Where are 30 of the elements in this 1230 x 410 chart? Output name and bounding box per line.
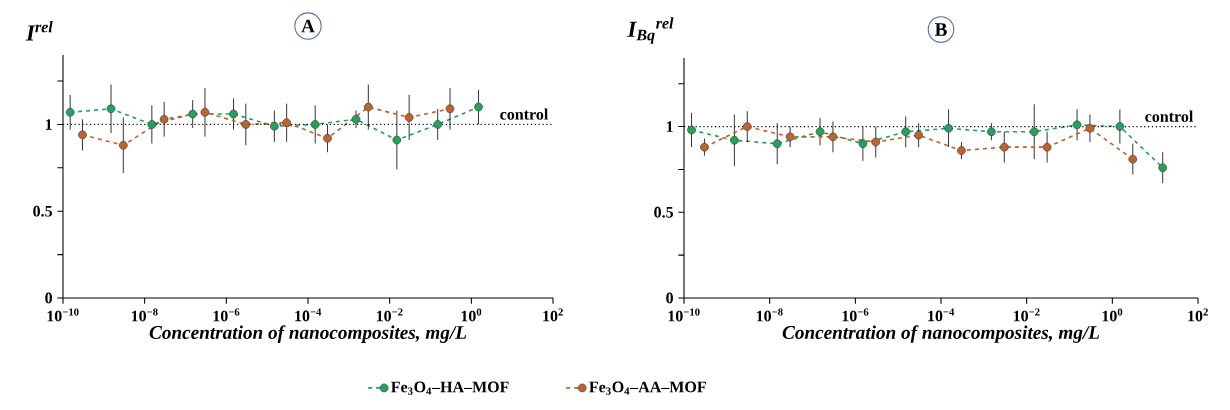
ref-line-label: control [500, 108, 549, 120]
x-tick-label: 10$^{−2}$ [376, 308, 403, 322]
ref-line-label: control [1145, 110, 1194, 122]
y-tick-label: 0.5 [654, 206, 674, 218]
x-tick-label: 10$^{−10}$ [668, 308, 700, 322]
x-tick-label: 10$^{−8}$ [131, 308, 158, 322]
chart-title: A [301, 19, 315, 33]
y-tick-label: 0 [666, 292, 673, 304]
x-tick-label: 10$^{0}$ [1102, 308, 1123, 322]
x-axis-title: Concentration of nanocomposites, mg/L [782, 325, 1100, 343]
chart-title: B [934, 23, 947, 36]
x-tick-label: 10$^{−8}$ [756, 308, 783, 322]
x-tick-label: 10$^{−4}$ [928, 308, 955, 322]
x-tick-label: 10$^{2}$ [543, 308, 563, 322]
y-tick-label: 0 [45, 292, 52, 304]
y-axis-title: I$_{Bq}$rel [627, 17, 674, 44]
x-tick-label: 10$^{−4}$ [295, 308, 322, 322]
x-axis-title: Concentration of nanocomposites, mg/L [149, 325, 467, 343]
x-tick-label: 10$^{−6}$ [213, 308, 240, 322]
y-axis-title: I$^{rel}$ [25, 21, 53, 41]
legend-label: Fe$_{3}$O$_{4}$–AA–MOF [589, 381, 706, 395]
x-tick-label: 10$^{0}$ [461, 308, 482, 322]
legend-label: Fe$_{3}$O$_{4}$–HA–MOF [391, 381, 509, 395]
y-tick-label: 1 [45, 119, 52, 130]
x-tick-label: 10$^{−10}$ [47, 308, 79, 322]
y-tick-label: 1 [666, 121, 673, 132]
y-tick-label: 0.5 [33, 205, 53, 217]
x-tick-label: 10$^{2}$ [1188, 308, 1208, 322]
x-tick-label: 10$^{−2}$ [1013, 308, 1040, 322]
x-tick-label: 10$^{−6}$ [842, 308, 869, 322]
